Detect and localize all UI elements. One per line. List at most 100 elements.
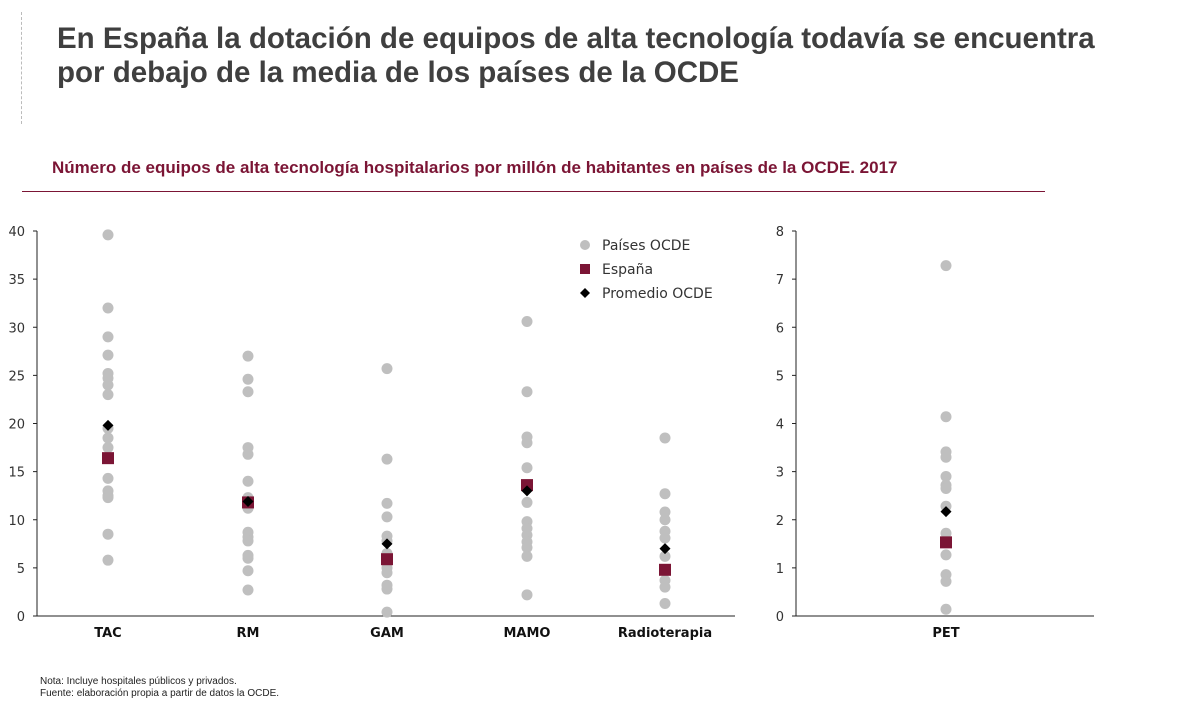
point-paises-ocde (102, 331, 114, 343)
point-paises-ocde (381, 567, 393, 579)
point-paises-ocde (940, 260, 952, 272)
point-paises-ocde (242, 350, 254, 362)
point-paises-ocde (940, 527, 952, 539)
point-promedio-ocde (242, 495, 254, 507)
point-espana (102, 452, 114, 465)
legend-diamond-icon (580, 288, 590, 298)
point-espana (521, 479, 533, 492)
point-paises-ocde (381, 606, 393, 618)
y-tick-label: 8 (776, 225, 784, 240)
x-category-label: PET (932, 626, 959, 641)
point-paises-ocde (102, 554, 114, 566)
y-tick-label: 35 (8, 273, 25, 288)
point-paises-ocde (521, 386, 533, 398)
title-line-1: En España la dotación de equipos de alta… (57, 22, 1095, 55)
decorative-dashed-line (21, 12, 22, 124)
point-paises-ocde (659, 532, 671, 544)
y-tick-label: 10 (8, 514, 25, 529)
legend-circle-icon (580, 240, 590, 250)
y-tick-label: 3 (776, 466, 784, 481)
point-paises-ocde (102, 432, 114, 444)
point-promedio-ocde (102, 419, 114, 431)
source-text: Fuente: elaboración propia a partir de d… (40, 687, 280, 699)
y-tick-label: 40 (8, 225, 25, 240)
y-tick-label: 25 (8, 369, 25, 384)
title-line-2: por debajo de la media de los países de … (57, 56, 739, 89)
point-paises-ocde (242, 552, 254, 564)
point-paises-ocde (102, 379, 114, 391)
point-paises-ocde (940, 451, 952, 463)
y-tick-label: 4 (776, 418, 784, 433)
point-paises-ocde (940, 411, 952, 423)
point-paises-ocde (242, 386, 254, 398)
point-paises-ocde (381, 363, 393, 375)
x-category-label: Radioterapia (618, 626, 712, 641)
legend-label: Promedio OCDE (602, 286, 713, 302)
point-paises-ocde (102, 302, 114, 314)
y-tick-label: 0 (776, 610, 784, 625)
y-tick-label: 5 (776, 369, 784, 384)
y-tick-label: 5 (17, 562, 25, 577)
page-title: En España la dotación de equipos de alta… (57, 22, 1095, 90)
point-paises-ocde (521, 462, 533, 474)
point-paises-ocde (381, 453, 393, 465)
point-paises-ocde (940, 470, 952, 482)
point-paises-ocde (381, 583, 393, 595)
legend-label: España (602, 262, 653, 278)
point-promedio-ocde (659, 543, 671, 555)
point-paises-ocde (381, 497, 393, 509)
point-paises-ocde (659, 488, 671, 500)
point-paises-ocde (521, 589, 533, 601)
point-paises-ocde (242, 535, 254, 547)
point-paises-ocde (242, 448, 254, 460)
y-tick-label: 6 (776, 321, 784, 336)
point-paises-ocde (940, 549, 952, 561)
point-paises-ocde (659, 514, 671, 526)
point-paises-ocde (242, 565, 254, 577)
legend-label: Países OCDE (602, 238, 690, 254)
point-espana (659, 563, 671, 576)
point-paises-ocde (381, 511, 393, 523)
point-promedio-ocde (940, 506, 952, 518)
point-promedio-ocde (381, 538, 393, 550)
point-paises-ocde (940, 575, 952, 587)
point-paises-ocde (242, 373, 254, 385)
point-paises-ocde (102, 492, 114, 504)
point-paises-ocde (102, 442, 114, 454)
x-category-label: GAM (370, 626, 404, 641)
point-paises-ocde (659, 550, 671, 562)
point-paises-ocde (102, 349, 114, 361)
point-espana (381, 553, 393, 566)
point-paises-ocde (521, 550, 533, 562)
x-category-label: MAMO (504, 626, 551, 641)
point-paises-ocde (102, 229, 114, 241)
point-promedio-ocde (521, 485, 533, 497)
point-paises-ocde (102, 528, 114, 540)
y-tick-label: 2 (776, 514, 784, 529)
point-paises-ocde (940, 603, 952, 615)
point-paises-ocde (102, 472, 114, 484)
y-tick-label: 0 (17, 610, 25, 625)
x-category-label: RM (237, 626, 260, 641)
x-category-label: TAC (94, 626, 121, 641)
point-paises-ocde (521, 315, 533, 327)
point-paises-ocde (521, 542, 533, 554)
y-tick-label: 20 (8, 418, 25, 433)
legend-square-icon (580, 264, 590, 274)
note-text: Nota: Incluye hospitales públicos y priv… (40, 676, 237, 687)
point-paises-ocde (521, 496, 533, 508)
y-tick-label: 1 (776, 562, 784, 577)
point-paises-ocde (242, 584, 254, 596)
point-paises-ocde (102, 389, 114, 401)
notes: Nota: Incluye hospitales públicos y priv… (40, 676, 279, 699)
point-paises-ocde (659, 597, 671, 609)
point-paises-ocde (659, 581, 671, 593)
point-paises-ocde (521, 437, 533, 449)
point-paises-ocde (659, 432, 671, 444)
chart-title: Número de equipos de alta tecnología hos… (52, 158, 898, 177)
y-tick-label: 7 (776, 273, 784, 288)
point-espana (940, 536, 952, 549)
y-tick-label: 15 (8, 466, 25, 481)
point-paises-ocde (940, 482, 952, 494)
